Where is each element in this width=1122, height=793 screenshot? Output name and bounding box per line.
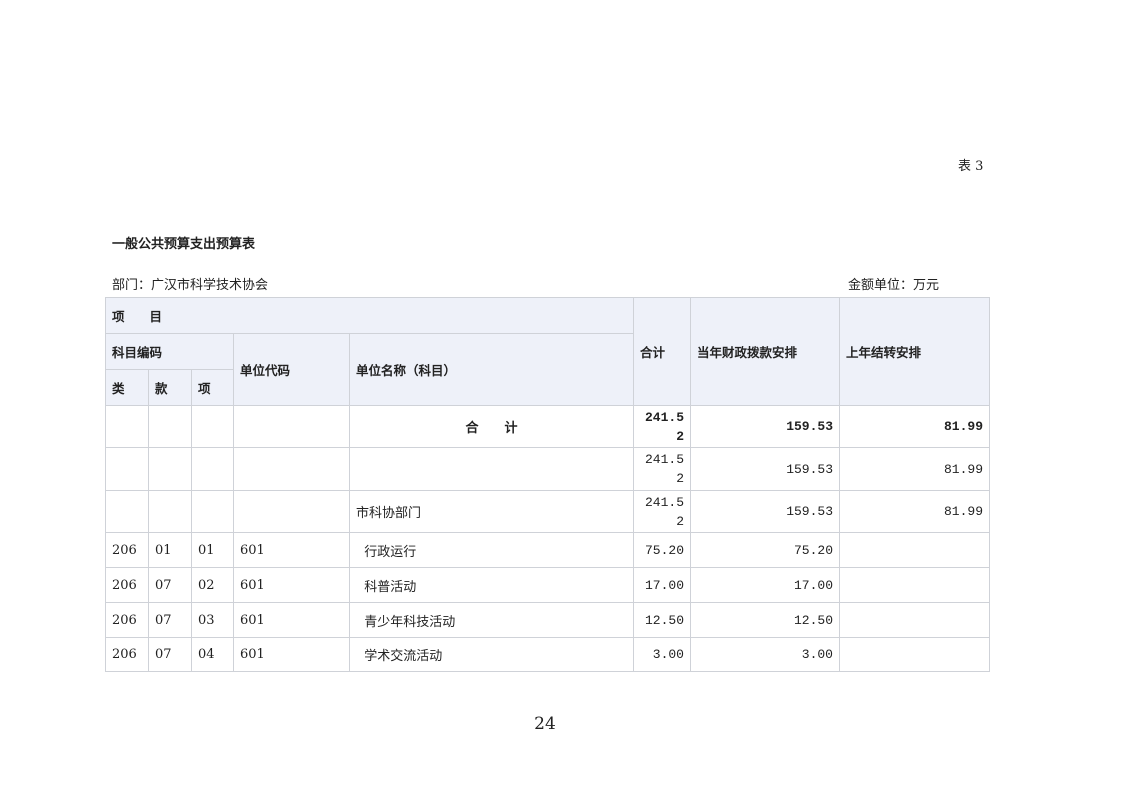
cell-kuan xyxy=(148,447,192,491)
header-kuan: 款 xyxy=(148,369,192,406)
cell-current: 159.53 xyxy=(690,447,840,491)
total-current: 159.53 xyxy=(690,405,840,448)
header-total: 合计 xyxy=(633,297,691,406)
cell-lei: 206 xyxy=(105,532,149,568)
cell-lei: 206 xyxy=(105,567,149,603)
cell-unit-name: 学术交流活动 xyxy=(349,637,634,672)
cell-unit-name: 行政运行 xyxy=(349,532,634,568)
cell-xiang: 04 xyxy=(191,637,234,672)
department-label: 部门：广汉市科学技术协会 xyxy=(112,278,269,293)
cell-current: 12.50 xyxy=(690,602,840,638)
header-unit-code: 单位代码 xyxy=(233,333,350,406)
cell-unit-code xyxy=(233,490,350,533)
cell-total: 241.52 xyxy=(644,452,684,486)
cell-kuan: 07 xyxy=(148,567,192,603)
cell-kuan: 07 xyxy=(148,602,192,638)
cell-lei: 206 xyxy=(105,637,149,672)
cell-current: 3.00 xyxy=(690,637,840,672)
budget-table: 项 目 合计 当年财政拨款安排 上年结转安排 科目编码 单位代码 单位名称（科目… xyxy=(105,297,990,672)
cell-kuan: 01 xyxy=(148,532,192,568)
cell-kuan: 07 xyxy=(148,637,192,672)
cell-total: 12.50 xyxy=(644,612,684,628)
cell-unit-name: 市科协部门 xyxy=(349,490,634,533)
table-row: 206 07 04 601 学术交流活动 3.00 3.00 xyxy=(105,637,990,672)
cell-current: 17.00 xyxy=(690,567,840,603)
cell-lei xyxy=(105,447,149,491)
cell-xiang: 03 xyxy=(191,602,234,638)
amount-unit-label: 金额单位：万元 xyxy=(848,278,940,293)
total-row: 合 计 241.52 159.53 81.99 xyxy=(105,405,990,448)
cell-unit-code xyxy=(233,447,350,491)
cell-unit-name: 青少年科技活动 xyxy=(349,602,634,638)
total-carryover: 81.99 xyxy=(839,405,990,448)
total-total: 241.52 xyxy=(644,409,684,444)
page-number: 24 xyxy=(534,714,556,734)
cell-carryover: 81.99 xyxy=(839,490,990,533)
table-row: 206 07 02 601 科普活动 17.00 17.00 xyxy=(105,567,990,603)
cell-xiang xyxy=(191,490,234,533)
table-number: 表 3 xyxy=(958,159,984,174)
cell-unit-name xyxy=(349,447,634,491)
cell-carryover xyxy=(839,602,990,638)
cell-xiang: 02 xyxy=(191,567,234,603)
cell-lei: 206 xyxy=(105,602,149,638)
cell-total: 241.52 xyxy=(644,494,684,529)
cell-xiang: 01 xyxy=(191,532,234,568)
table-row: 206 07 03 601 青少年科技活动 12.50 12.50 xyxy=(105,602,990,638)
page-title: 一般公共预算支出预算表 xyxy=(112,237,256,252)
cell-carryover xyxy=(839,637,990,672)
cell-carryover xyxy=(839,567,990,603)
cell-carryover: 81.99 xyxy=(839,447,990,491)
cell-total: 75.20 xyxy=(644,542,684,558)
cell-kuan xyxy=(148,490,192,533)
cell-unit-code: 601 xyxy=(233,532,350,568)
cell-unit-code: 601 xyxy=(233,567,350,603)
header-unit-name: 单位名称（科目） xyxy=(349,333,634,406)
cell-xiang xyxy=(191,447,234,491)
cell-unit-code: 601 xyxy=(233,602,350,638)
cell-lei xyxy=(105,490,149,533)
total-label: 合 计 xyxy=(349,405,634,448)
header-item: 项 目 xyxy=(105,297,634,334)
header-carryover: 上年结转安排 xyxy=(839,297,990,406)
header-xiang: 项 xyxy=(191,369,234,406)
table-row: 241.52 159.53 81.99 xyxy=(105,447,990,491)
cell-total: 3.00 xyxy=(652,647,684,662)
cell-current: 75.20 xyxy=(690,532,840,568)
header-subject-code: 科目编码 xyxy=(105,333,234,370)
cell-unit-code: 601 xyxy=(233,637,350,672)
cell-total: 17.00 xyxy=(644,577,684,593)
cell-current: 159.53 xyxy=(690,490,840,533)
table-row: 市科协部门 241.52 159.53 81.99 xyxy=(105,490,990,533)
header-current: 当年财政拨款安排 xyxy=(690,297,840,406)
cell-carryover xyxy=(839,532,990,568)
header-lei: 类 xyxy=(105,369,149,406)
cell-unit-name: 科普活动 xyxy=(349,567,634,603)
table-row: 206 01 01 601 行政运行 75.20 75.20 xyxy=(105,532,990,568)
